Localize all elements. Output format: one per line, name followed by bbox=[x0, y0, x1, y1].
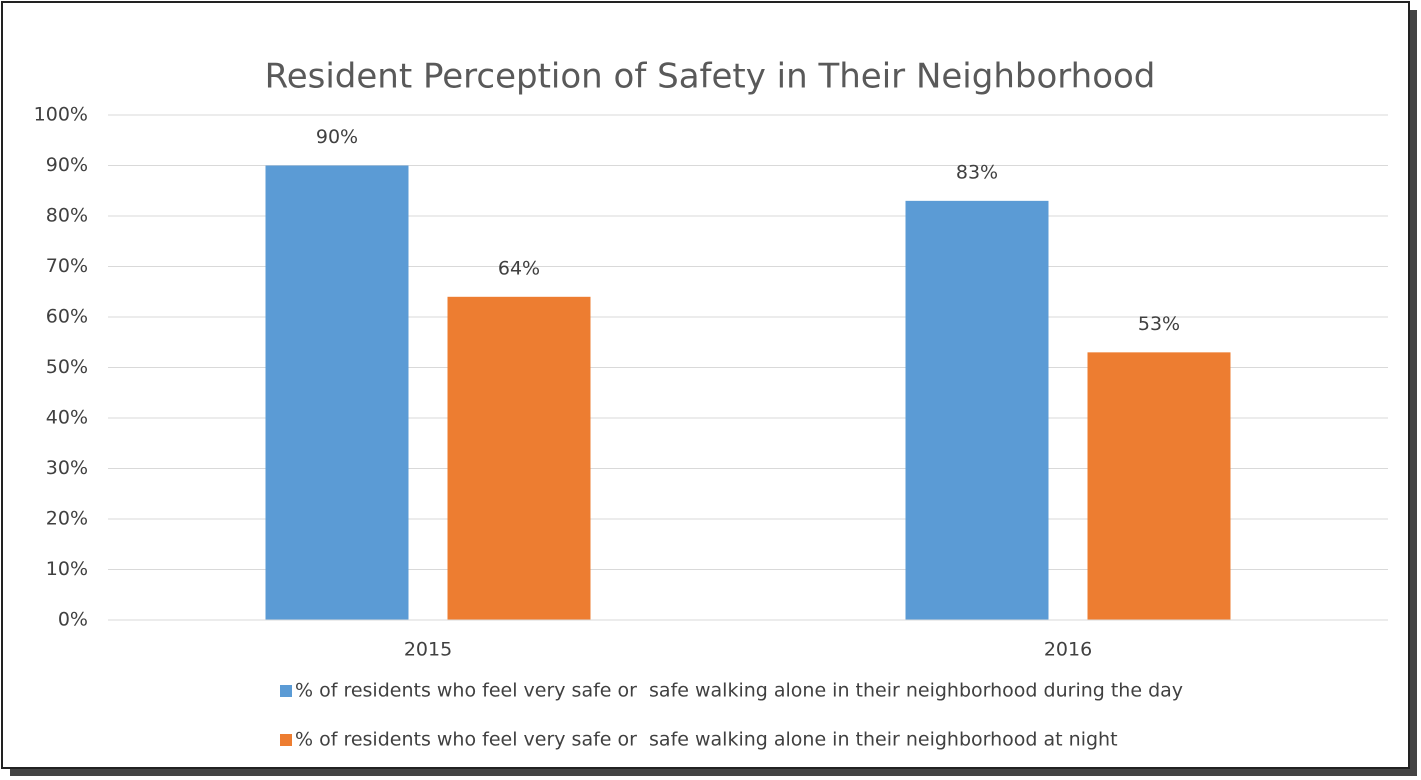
legend-swatch bbox=[280, 734, 292, 746]
bar bbox=[265, 165, 409, 620]
value-label: 90% bbox=[316, 126, 358, 148]
y-tick-label: 70% bbox=[46, 255, 88, 277]
legend-swatch bbox=[280, 685, 292, 697]
y-tick-label: 40% bbox=[46, 407, 88, 429]
y-tick-label: 30% bbox=[46, 457, 88, 479]
bar bbox=[905, 200, 1049, 620]
y-tick-label: 90% bbox=[46, 154, 88, 176]
y-tick-label: 80% bbox=[46, 205, 88, 227]
chart-title: Resident Perception of Safety in Their N… bbox=[265, 57, 1156, 97]
bar bbox=[447, 296, 591, 620]
legend-label: % of residents who feel very safe or saf… bbox=[295, 729, 1118, 751]
y-tick-label: 100% bbox=[34, 104, 88, 126]
y-tick-label: 0% bbox=[58, 609, 88, 631]
y-tick-label: 20% bbox=[46, 508, 88, 530]
y-tick-label: 10% bbox=[46, 558, 88, 580]
x-tick-label: 2016 bbox=[1044, 639, 1092, 661]
x-tick-label: 2015 bbox=[404, 639, 452, 661]
y-tick-label: 60% bbox=[46, 306, 88, 328]
value-label: 53% bbox=[1138, 313, 1180, 335]
y-tick-label: 50% bbox=[46, 356, 88, 378]
bar bbox=[1087, 352, 1231, 620]
legend-label: % of residents who feel very safe or saf… bbox=[295, 680, 1183, 702]
value-label: 83% bbox=[956, 161, 998, 183]
value-label: 64% bbox=[498, 257, 540, 279]
